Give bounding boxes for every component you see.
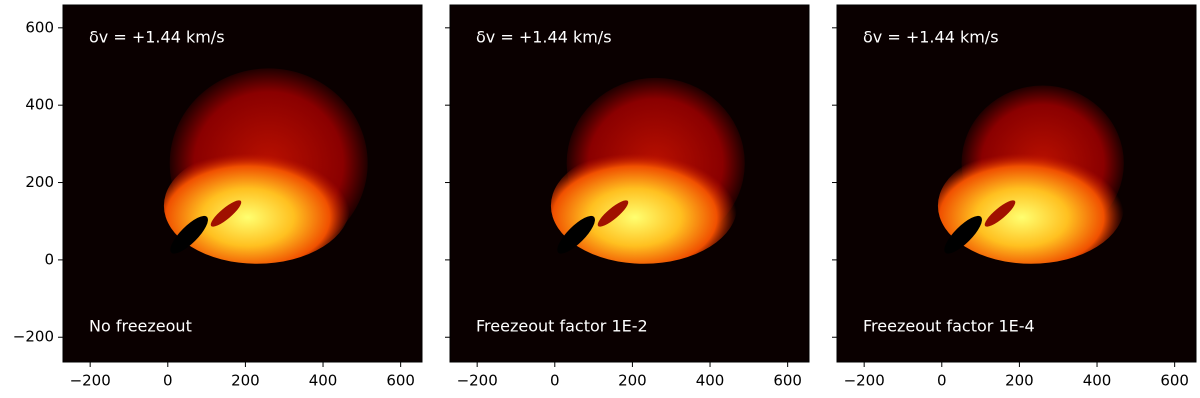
panel-label: Freezeout factor 1E-4	[863, 317, 1035, 336]
y-tick-label: 600	[25, 18, 54, 36]
y-tick-label: 400	[25, 96, 54, 114]
emission-image	[937, 85, 1125, 264]
panel-frame	[836, 4, 1197, 363]
y-tick-label: 200	[25, 173, 54, 191]
x-tick-label: 200	[1005, 372, 1034, 390]
inner-emission	[550, 147, 738, 264]
x-tick-label: 600	[386, 372, 415, 390]
panel-label: Freezeout factor 1E-2	[476, 317, 648, 336]
dark-hole	[984, 200, 1016, 227]
inner-emission	[163, 147, 351, 264]
x-tick-label: 600	[773, 372, 802, 390]
dark-hole	[597, 200, 629, 227]
dark-hole	[210, 200, 242, 227]
annotation: δv = +1.44 km/s	[863, 28, 999, 47]
dark-hole	[170, 215, 208, 254]
emission-image	[550, 77, 745, 264]
x-tick-label: 400	[696, 372, 725, 390]
dark-hole	[944, 215, 982, 254]
y-tick-label: 0	[44, 250, 54, 268]
panel-label: No freezeout	[89, 317, 192, 336]
x-tick-label: −200	[844, 372, 885, 390]
dark-hole	[557, 215, 595, 254]
x-tick-label: 600	[1160, 372, 1189, 390]
x-tick-label: 0	[937, 372, 947, 390]
annotation: δv = +1.44 km/s	[476, 28, 612, 47]
annotation: δv = +1.44 km/s	[89, 28, 225, 47]
x-tick-label: 0	[163, 372, 173, 390]
x-tick-label: 0	[550, 372, 560, 390]
x-tick-label: 200	[618, 372, 647, 390]
y-tick-label: −200	[13, 328, 54, 346]
x-tick-label: 400	[309, 372, 338, 390]
x-tick-label: 400	[1083, 372, 1112, 390]
emission-image	[163, 68, 368, 264]
x-tick-label: −200	[457, 372, 498, 390]
x-tick-label: −200	[70, 372, 111, 390]
x-tick-label: 200	[231, 372, 260, 390]
inner-emission	[937, 147, 1125, 264]
panel-frame	[62, 4, 423, 363]
panel-frame	[449, 4, 810, 363]
